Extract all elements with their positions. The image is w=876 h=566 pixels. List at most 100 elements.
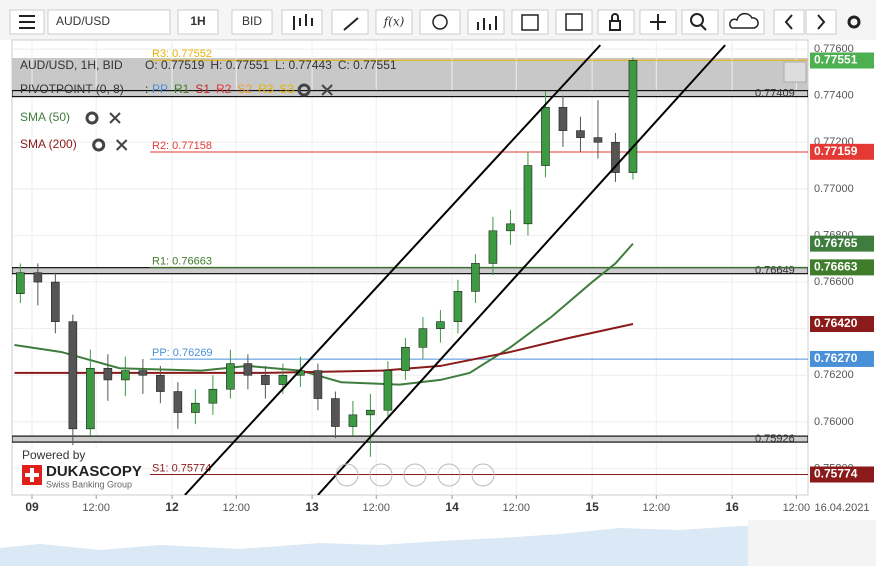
pivot-key: R3 <box>258 82 274 96</box>
timeframe: 1H <box>190 14 205 28</box>
ohlc-value: H: 0.77551 <box>210 58 269 72</box>
candle-body <box>348 414 358 427</box>
candle-body <box>156 374 165 392</box>
price-tag-label: 0.76663 <box>814 260 858 274</box>
ohlc-value: C: 0.77551 <box>338 58 397 72</box>
candle-body <box>208 388 218 404</box>
price-tag <box>810 235 874 252</box>
y-tick-label: 0.76600 <box>814 276 854 288</box>
sr-band <box>12 89 808 98</box>
x-tick-label: 12:00 <box>222 502 250 514</box>
candle-body <box>488 230 498 264</box>
expand-button[interactable] <box>783 61 807 83</box>
sr-band <box>12 435 808 443</box>
candle-body <box>453 291 463 322</box>
symbol-box[interactable] <box>47 9 171 35</box>
candle-body <box>523 165 533 225</box>
settings-icon[interactable] <box>297 83 311 97</box>
legend-entry: SMA (200) <box>20 137 77 151</box>
candle-body <box>68 321 78 430</box>
candle-body <box>103 367 113 381</box>
date-label: 16.04.2021 <box>814 502 869 514</box>
price-tag-label: 0.77551 <box>814 53 858 67</box>
pivot-label: S1: 0.75774 <box>152 462 211 474</box>
price-tag <box>810 259 874 276</box>
candle-body <box>243 363 253 376</box>
nav-buttons[interactable] <box>335 463 495 487</box>
candle-body <box>593 137 603 143</box>
legend-title: AUD/USD, 1H, BID <box>20 58 123 72</box>
candle-body <box>278 374 288 385</box>
x-tick-label: 12 <box>165 500 179 514</box>
fx-button[interactable]: f(x) <box>383 15 405 29</box>
timeframe-box[interactable] <box>177 9 219 35</box>
candle-body <box>261 374 270 385</box>
candle-body <box>313 370 323 399</box>
candle-body <box>471 263 480 292</box>
sr-label: 0.76649 <box>755 265 795 277</box>
x-tick-label: 12:00 <box>643 502 671 514</box>
price-tag <box>810 350 874 367</box>
y-tick-label: 0.77600 <box>814 43 854 55</box>
price-tag <box>810 52 874 69</box>
x-tick-label: 09 <box>25 500 39 514</box>
candle-body <box>611 141 620 173</box>
remove-icon[interactable] <box>109 112 121 124</box>
powered-by: Powered by <box>22 448 85 462</box>
pivot-label: R3: 0.77552 <box>152 48 212 60</box>
menu-button[interactable] <box>9 9 45 35</box>
side: BID <box>242 14 262 28</box>
x-tick-label: 14 <box>445 500 459 514</box>
y-tick-label: 0.77000 <box>814 183 854 195</box>
candle-body <box>383 370 393 411</box>
sma-line <box>14 242 634 386</box>
plot: 0.77409 0.76649 0.75926 R3: 0.77552 R2: 0.77… <box>12 40 808 495</box>
pivot-label: R1: 0.76663 <box>152 255 212 267</box>
candle-body <box>138 370 148 376</box>
y-tick-label: 0.76000 <box>814 416 854 428</box>
x-tick-label: 12:00 <box>82 502 110 514</box>
candle-body <box>401 346 410 371</box>
x-tick-label: 15 <box>585 500 599 514</box>
price-tag-label: 0.76765 <box>814 236 858 250</box>
candle-body <box>558 107 568 131</box>
x-tick-label: 13 <box>305 500 319 514</box>
side-box[interactable] <box>231 9 273 35</box>
navigator-window <box>748 520 876 566</box>
candle-body <box>86 367 95 430</box>
ohlc-value: O: 0.77519 <box>145 58 205 72</box>
candle-body <box>51 281 60 322</box>
candle-body <box>436 321 445 329</box>
navigator-area <box>0 526 800 566</box>
remove-icon[interactable] <box>115 139 128 151</box>
pivot-title: PIVOTPOINT (0, 8) <box>20 82 124 96</box>
x-tick-label: 16 <box>725 500 739 514</box>
x-tick-label: 12:00 <box>503 502 531 514</box>
pivot-key: S3 <box>279 82 294 96</box>
tool-icons <box>293 12 861 31</box>
channel-line <box>317 44 726 495</box>
settings-icon[interactable] <box>85 111 99 125</box>
pivot-label: R2: 0.77158 <box>152 140 212 152</box>
brand-name: DUKASCOPY <box>46 463 142 480</box>
ohlc-value: L: 0.77443 <box>275 58 332 72</box>
sma-line <box>14 323 634 374</box>
candle-body <box>628 60 638 173</box>
candle-body <box>331 398 340 427</box>
legend-band <box>12 58 808 96</box>
y-tick-label: 0.77400 <box>814 90 854 102</box>
tool-buttons[interactable] <box>281 9 837 35</box>
candle-body <box>506 223 515 232</box>
candle-body <box>121 370 130 381</box>
settings-icon[interactable] <box>92 138 106 152</box>
pivot-key: S1 <box>195 82 210 96</box>
pivot-separator: : <box>145 82 148 96</box>
remove-icon[interactable] <box>321 84 333 96</box>
price-tag <box>810 315 874 332</box>
candle-body <box>173 391 183 413</box>
candle-body <box>226 363 235 390</box>
candle-body <box>33 272 43 283</box>
brand-tagline: Swiss Banking Group <box>46 479 132 489</box>
x-tick-label: 12:00 <box>783 502 811 514</box>
pivot-key: R1 <box>174 82 190 96</box>
